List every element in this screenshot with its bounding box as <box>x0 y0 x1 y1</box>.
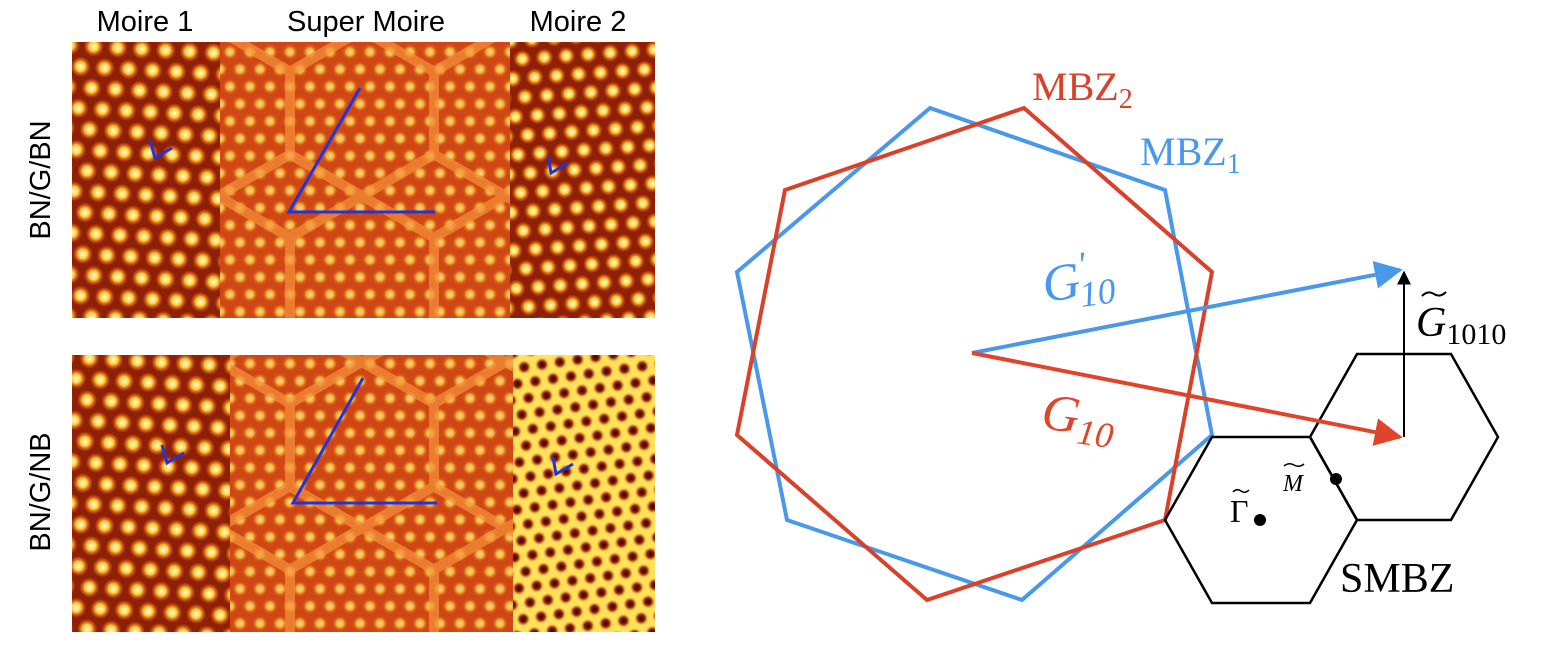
brillouin-diagram: MBZ2 MBZ1 G′10 G10 G1010 Γ M SMBZ <box>734 64 1506 605</box>
lattice-vectors <box>290 377 437 505</box>
label-sub: 10 <box>1077 270 1118 315</box>
mbz1-hexagon <box>734 105 1215 603</box>
g10-prime-arrow <box>971 261 1403 355</box>
panel-bottom <box>72 355 655 632</box>
mbz2-hexagon <box>734 105 1215 603</box>
g10-arrow <box>971 351 1403 446</box>
label-text: G <box>1416 300 1446 346</box>
label-text: G <box>1038 383 1083 445</box>
m-label: M <box>1282 471 1305 497</box>
label-text: MBZ <box>1140 129 1227 174</box>
row-label: BN/G/NB <box>25 432 57 551</box>
super-moire-overlay <box>230 355 513 632</box>
column-label: Moire 1 <box>97 6 194 38</box>
lattice-vectors <box>546 154 569 176</box>
column-label: Super Moire <box>287 6 445 38</box>
label-sub: 10 <box>1075 411 1116 456</box>
mbz2-label: MBZ2 <box>1032 64 1133 115</box>
label-text: G <box>1039 252 1084 314</box>
lattice-vectors <box>148 139 173 161</box>
mbz1-label: MBZ1 <box>1140 129 1241 180</box>
label-sub: 1010 <box>1446 318 1506 351</box>
lattice-vectors <box>160 444 185 466</box>
tilde <box>1283 462 1305 468</box>
moire-image <box>510 42 655 318</box>
panel-top <box>72 42 655 318</box>
tilde <box>1232 488 1250 494</box>
m-point <box>1330 473 1342 485</box>
super-moire-overlay <box>220 42 510 318</box>
gamma-label: Γ <box>1230 493 1249 529</box>
tilde <box>1421 291 1447 297</box>
g10-prime-label: G′10 <box>1038 241 1118 320</box>
moire-image <box>513 355 655 632</box>
label-sub: 2 <box>1119 84 1133 115</box>
g10-label: G10 <box>1037 383 1119 456</box>
smbz-label: SMBZ <box>1340 556 1454 602</box>
label-sub: 1 <box>1227 149 1241 180</box>
g1010-label: G1010 <box>1416 300 1506 351</box>
moire-image <box>72 355 230 632</box>
lattice-vectors <box>551 456 574 477</box>
smbz-hexagon <box>1308 352 1500 522</box>
lattice-vectors <box>286 87 435 214</box>
label-text: MBZ <box>1032 64 1119 109</box>
column-label: Moire 2 <box>530 6 627 38</box>
gamma-point <box>1254 514 1266 526</box>
moire-image <box>72 42 220 318</box>
row-label: BN/G/BN <box>25 120 57 239</box>
